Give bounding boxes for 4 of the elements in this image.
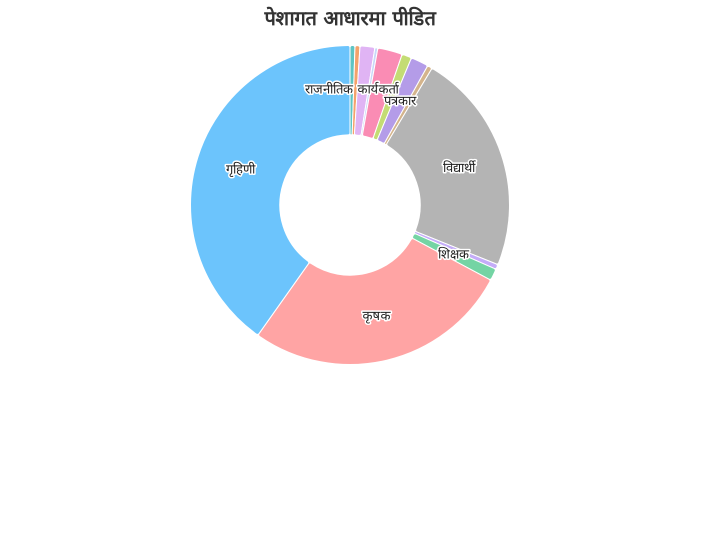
slice-label: विद्यार्थी (442, 160, 476, 176)
chart-title: पेशागत आधारमा पीडित (264, 6, 438, 30)
slice-label: गृहिणी (226, 162, 256, 178)
slice-label: कृषक (362, 309, 392, 324)
